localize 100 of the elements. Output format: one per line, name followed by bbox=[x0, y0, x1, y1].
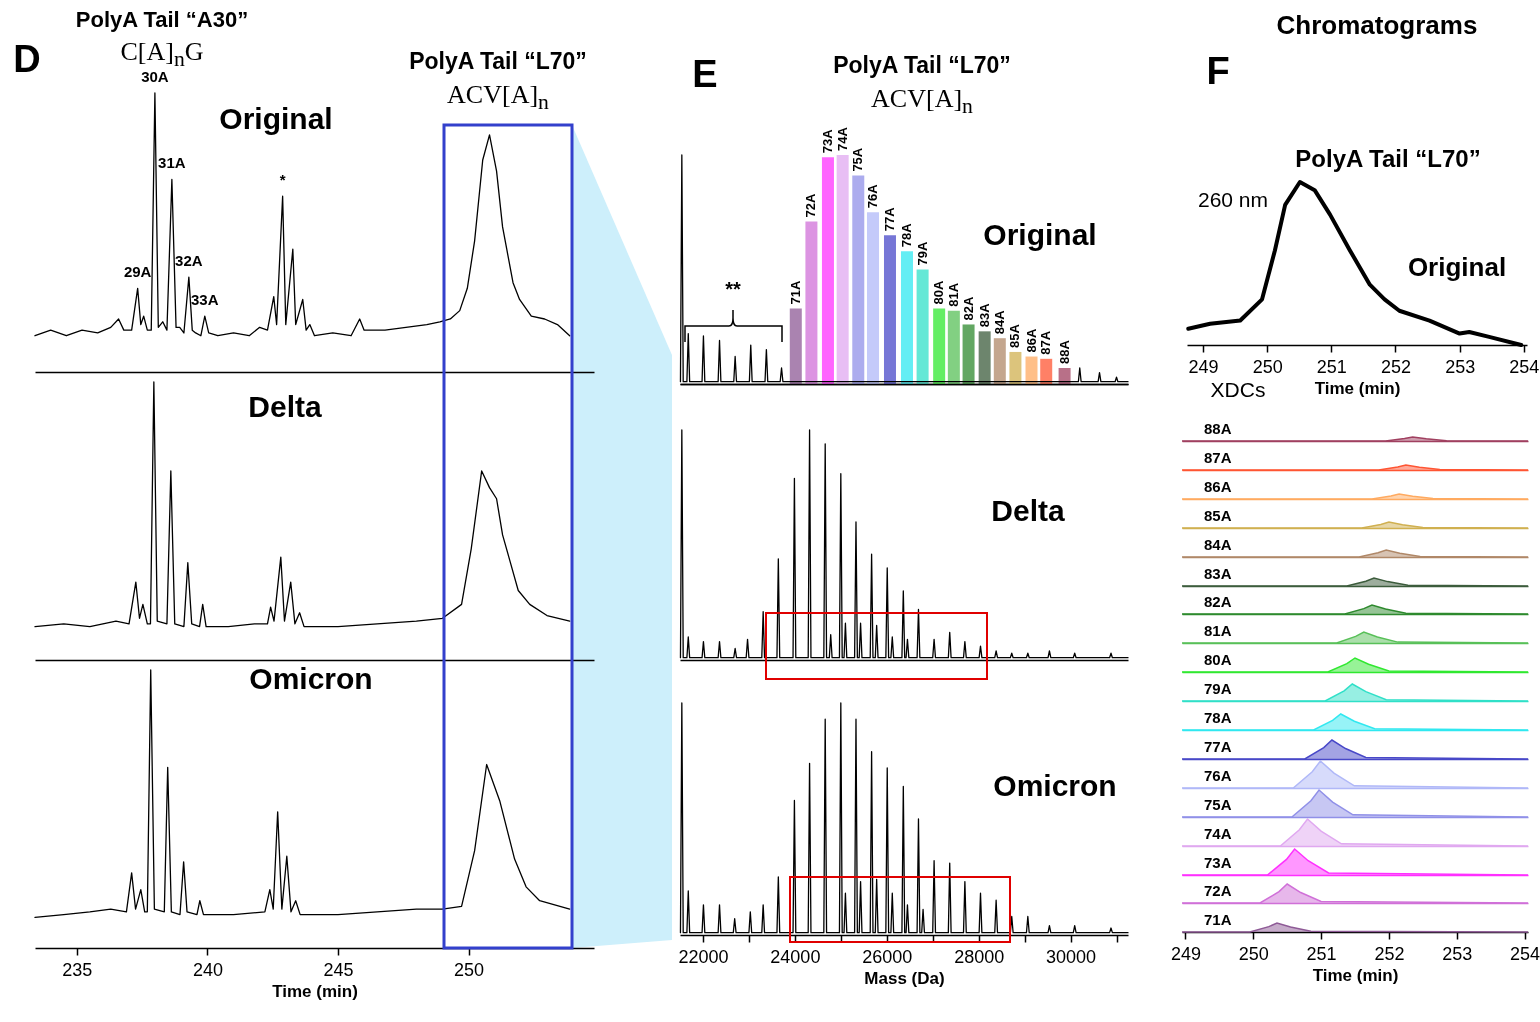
x-tick-label: 30000 bbox=[1046, 946, 1097, 967]
x-tick-label: 24000 bbox=[770, 946, 821, 967]
text: E bbox=[692, 53, 718, 96]
annotation: 72A bbox=[803, 192, 819, 218]
bar bbox=[1040, 358, 1053, 384]
x-tick-label: 253 bbox=[1442, 943, 1473, 964]
text: Omicron bbox=[993, 769, 1117, 802]
x-tick-label: 251 bbox=[1316, 356, 1347, 377]
annotation: 73A bbox=[819, 128, 835, 154]
series-label: 75A bbox=[1204, 795, 1232, 813]
annotation: 74A bbox=[834, 126, 850, 151]
series-label: 85A bbox=[1204, 506, 1232, 524]
bar bbox=[866, 212, 879, 384]
bar bbox=[789, 308, 802, 384]
series-label: 86A bbox=[1204, 477, 1232, 495]
annotation: 86A bbox=[1023, 328, 1039, 353]
annotation: 32A bbox=[175, 252, 203, 270]
annotation: 83A bbox=[976, 302, 992, 328]
series-label: 87A bbox=[1204, 448, 1232, 466]
x-tick-label: 250 bbox=[1252, 356, 1283, 377]
x-tick-label: 249 bbox=[1188, 356, 1219, 377]
series-label: 72A bbox=[1204, 882, 1232, 900]
series-label: 79A bbox=[1204, 680, 1232, 698]
bar bbox=[1009, 351, 1022, 384]
bar bbox=[883, 235, 896, 384]
annotation: 71A bbox=[787, 279, 803, 305]
text: PolyA Tail “L70” bbox=[833, 52, 1011, 79]
bar bbox=[1058, 367, 1071, 384]
series-label: 77A bbox=[1204, 737, 1232, 755]
x-axis-title: Time (min) bbox=[1312, 965, 1399, 985]
x-axis-title: Mass (Da) bbox=[864, 968, 945, 988]
bar bbox=[900, 251, 913, 384]
annotation: 33A bbox=[191, 291, 219, 309]
annotation: 31A bbox=[158, 154, 186, 172]
text: PolyA Tail “A30” bbox=[75, 6, 249, 33]
x-tick-label: 251 bbox=[1306, 943, 1337, 964]
series-label: 74A bbox=[1204, 824, 1232, 842]
chart-title: Original bbox=[219, 102, 333, 135]
text: ACV[A]$_{n}$ bbox=[871, 83, 973, 120]
x-axis-title: Time (min) bbox=[1314, 378, 1401, 398]
annotation: * bbox=[279, 171, 286, 189]
annotation: 85A bbox=[1007, 323, 1023, 348]
annotation: 76A bbox=[864, 183, 880, 209]
x-tick-label: 252 bbox=[1380, 356, 1412, 377]
x-tick-label: 249 bbox=[1170, 943, 1201, 964]
bar bbox=[978, 331, 991, 384]
series-label: 84A bbox=[1204, 535, 1232, 553]
text: D bbox=[13, 38, 41, 81]
x-tick-label: 250 bbox=[1238, 943, 1269, 964]
x-tick-label: 28000 bbox=[954, 946, 1005, 967]
bar bbox=[933, 308, 946, 384]
series-label: 82A bbox=[1204, 593, 1232, 611]
series-label: 83A bbox=[1204, 564, 1232, 582]
annotation: 29A bbox=[123, 263, 152, 281]
annotation: 79A bbox=[914, 241, 930, 266]
bar bbox=[947, 310, 960, 384]
annotation: ACV[A]$_{n}$ bbox=[447, 79, 549, 116]
annotation: ** bbox=[725, 278, 741, 300]
series-label: 81A bbox=[1204, 622, 1232, 640]
bar bbox=[1025, 356, 1038, 384]
bar bbox=[852, 175, 865, 384]
series-label: 71A bbox=[1204, 911, 1232, 929]
x-tick-label: 254 bbox=[1510, 943, 1540, 964]
bar bbox=[993, 338, 1006, 384]
annotation: 75A bbox=[850, 147, 866, 172]
annotation: 81A bbox=[945, 282, 961, 307]
annotation: 77A bbox=[881, 206, 897, 232]
series-label: 80A bbox=[1204, 651, 1232, 669]
x-tick-label: 240 bbox=[192, 959, 223, 980]
x-tick-label: 253 bbox=[1445, 356, 1476, 377]
annotation: 88A bbox=[1056, 339, 1072, 364]
x-tick-label: 254 bbox=[1509, 356, 1540, 377]
x-tick-label: 235 bbox=[62, 959, 93, 980]
bar bbox=[916, 269, 929, 384]
chart-title: Omicron bbox=[249, 662, 373, 695]
x-tick-label: 245 bbox=[323, 959, 354, 980]
x-tick-label: 22000 bbox=[678, 946, 729, 967]
text: F bbox=[1206, 50, 1230, 93]
text: Chromatograms bbox=[1276, 9, 1478, 40]
annotation: 80A bbox=[931, 279, 947, 305]
annotation: 87A bbox=[1038, 330, 1054, 355]
series-label: 76A bbox=[1204, 766, 1232, 784]
x-axis-title: Time (min) bbox=[272, 981, 358, 1001]
bar bbox=[805, 221, 818, 384]
chart-title: Delta bbox=[248, 390, 322, 423]
bar bbox=[962, 324, 975, 384]
bar bbox=[821, 157, 834, 384]
annotation: 84A bbox=[991, 309, 1007, 335]
text: Delta bbox=[991, 494, 1065, 527]
annotation: Original bbox=[1407, 251, 1507, 282]
x-tick-label: 26000 bbox=[862, 946, 913, 967]
chart-title: PolyA Tail “L70” bbox=[1295, 145, 1481, 172]
text: XDCs bbox=[1210, 378, 1266, 402]
annotation: 260 nm bbox=[1197, 188, 1269, 212]
annotation: 78A bbox=[898, 222, 914, 248]
x-tick-label: 252 bbox=[1374, 943, 1405, 964]
annotation: 82A bbox=[960, 296, 976, 321]
text: PolyA Tail “L70” bbox=[409, 48, 587, 75]
series-label: 78A bbox=[1204, 709, 1232, 726]
bar bbox=[836, 155, 849, 384]
